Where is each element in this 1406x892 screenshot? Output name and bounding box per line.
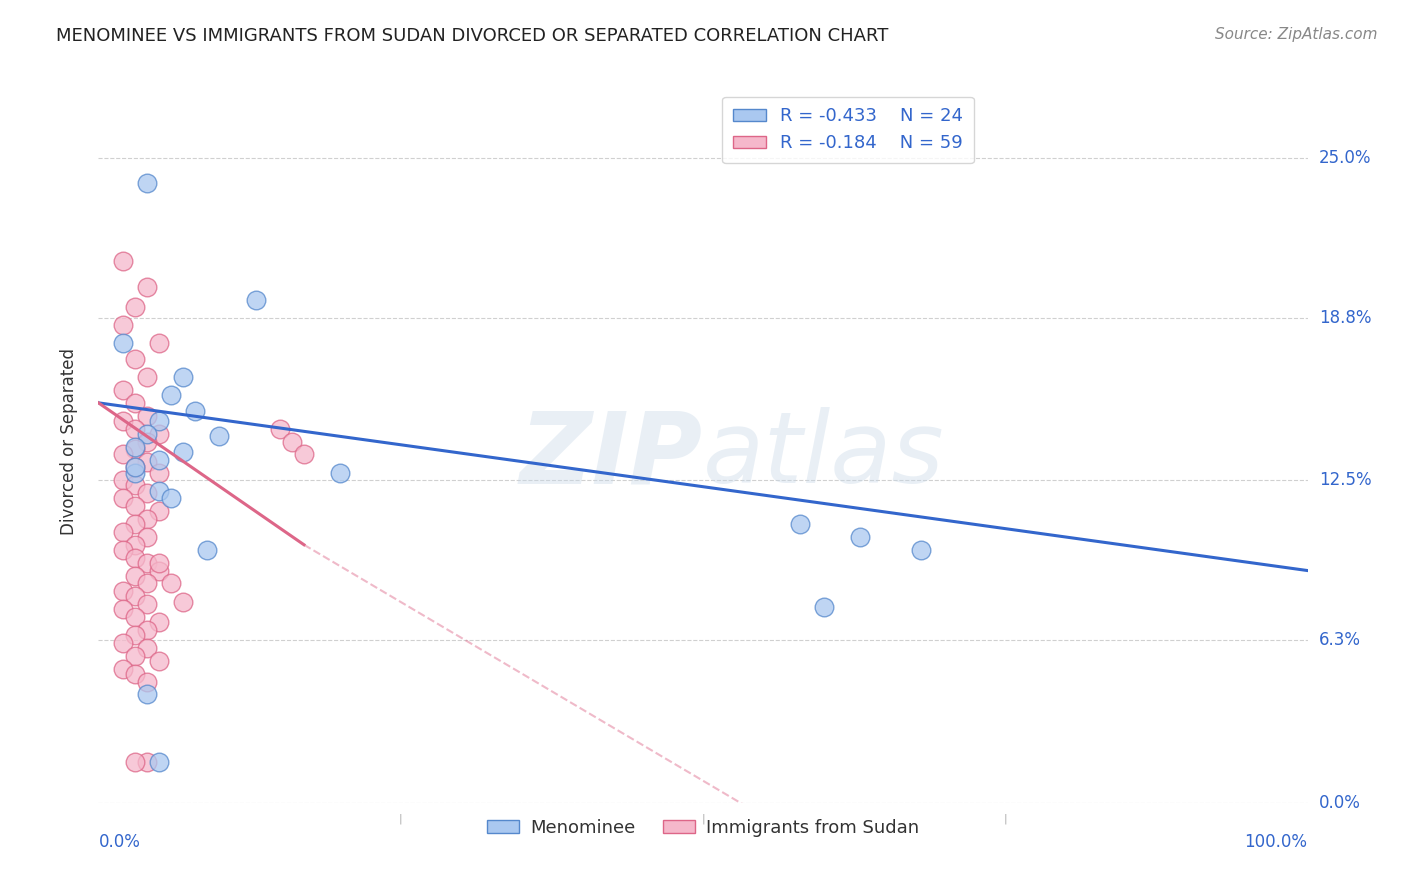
Point xyxy=(111,383,134,397)
Point xyxy=(111,414,134,428)
Point xyxy=(124,648,146,663)
Text: |: | xyxy=(1004,814,1007,824)
Text: 12.5%: 12.5% xyxy=(1319,471,1371,489)
Point xyxy=(124,666,146,681)
Point xyxy=(111,524,134,539)
Point xyxy=(111,473,134,487)
Y-axis label: Divorced or Separated: Divorced or Separated xyxy=(59,348,77,535)
Point xyxy=(135,177,157,191)
Point xyxy=(124,628,146,642)
Point xyxy=(135,687,157,701)
Point xyxy=(148,556,170,570)
Point xyxy=(148,414,170,428)
Point xyxy=(789,517,811,532)
Point xyxy=(135,556,157,570)
Point xyxy=(111,491,134,506)
Point xyxy=(148,504,170,518)
Point xyxy=(208,429,231,443)
Point xyxy=(135,674,157,689)
Point xyxy=(124,538,146,552)
Text: 25.0%: 25.0% xyxy=(1319,149,1371,167)
Point xyxy=(124,499,146,513)
Point xyxy=(148,466,170,480)
Point xyxy=(124,478,146,492)
Point xyxy=(111,636,134,650)
Point xyxy=(172,594,194,608)
Point xyxy=(148,483,170,498)
Point xyxy=(135,623,157,637)
Point xyxy=(148,426,170,441)
Point xyxy=(135,370,157,384)
Point xyxy=(124,442,146,457)
Text: 18.8%: 18.8% xyxy=(1319,309,1371,326)
Point xyxy=(124,396,146,410)
Point xyxy=(135,279,157,293)
Point xyxy=(172,370,194,384)
Point xyxy=(849,530,872,544)
Point xyxy=(135,486,157,500)
Text: MENOMINEE VS IMMIGRANTS FROM SUDAN DIVORCED OR SEPARATED CORRELATION CHART: MENOMINEE VS IMMIGRANTS FROM SUDAN DIVOR… xyxy=(56,27,889,45)
Point xyxy=(124,422,146,436)
Point xyxy=(124,550,146,565)
Point xyxy=(124,460,146,475)
Point xyxy=(135,409,157,423)
Point xyxy=(813,599,835,614)
Point xyxy=(135,455,157,469)
Point xyxy=(124,590,146,604)
Point xyxy=(910,542,932,557)
Point xyxy=(135,426,157,441)
Point xyxy=(148,654,170,668)
Text: 0.0%: 0.0% xyxy=(98,833,141,851)
Point xyxy=(111,336,134,351)
Point xyxy=(124,466,146,480)
Point xyxy=(111,447,134,461)
Point xyxy=(124,610,146,624)
Point xyxy=(124,440,146,454)
Text: 6.3%: 6.3% xyxy=(1319,632,1361,649)
Point xyxy=(111,662,134,676)
Point xyxy=(160,388,183,402)
Point xyxy=(111,584,134,599)
Point xyxy=(135,530,157,544)
Point xyxy=(135,512,157,526)
Point xyxy=(269,422,291,436)
Point xyxy=(124,568,146,582)
Point xyxy=(111,542,134,557)
Point xyxy=(160,576,183,591)
Point xyxy=(135,597,157,611)
Point xyxy=(281,434,304,449)
Text: atlas: atlas xyxy=(703,408,945,505)
Point xyxy=(195,542,218,557)
Point xyxy=(135,434,157,449)
Point xyxy=(135,640,157,655)
Point xyxy=(329,466,352,480)
Text: 0.0%: 0.0% xyxy=(1319,794,1361,812)
Text: 100.0%: 100.0% xyxy=(1244,833,1308,851)
Point xyxy=(172,445,194,459)
Legend: Menominee, Immigrants from Sudan: Menominee, Immigrants from Sudan xyxy=(479,812,927,845)
Point xyxy=(111,602,134,616)
Point xyxy=(124,351,146,366)
Text: Source: ZipAtlas.com: Source: ZipAtlas.com xyxy=(1215,27,1378,42)
Point xyxy=(148,452,170,467)
Text: |: | xyxy=(702,814,704,824)
Point xyxy=(111,254,134,268)
Point xyxy=(124,460,146,475)
Point xyxy=(124,755,146,769)
Point xyxy=(148,615,170,630)
Point xyxy=(148,755,170,769)
Point xyxy=(124,517,146,532)
Point xyxy=(160,491,183,506)
Point xyxy=(292,447,315,461)
Point xyxy=(245,293,267,307)
Point xyxy=(124,301,146,315)
Point xyxy=(135,576,157,591)
Point xyxy=(111,318,134,333)
Point xyxy=(148,336,170,351)
Text: ZIP: ZIP xyxy=(520,408,703,505)
Text: |: | xyxy=(399,814,402,824)
Point xyxy=(148,564,170,578)
Point xyxy=(135,755,157,769)
Point xyxy=(184,403,207,417)
